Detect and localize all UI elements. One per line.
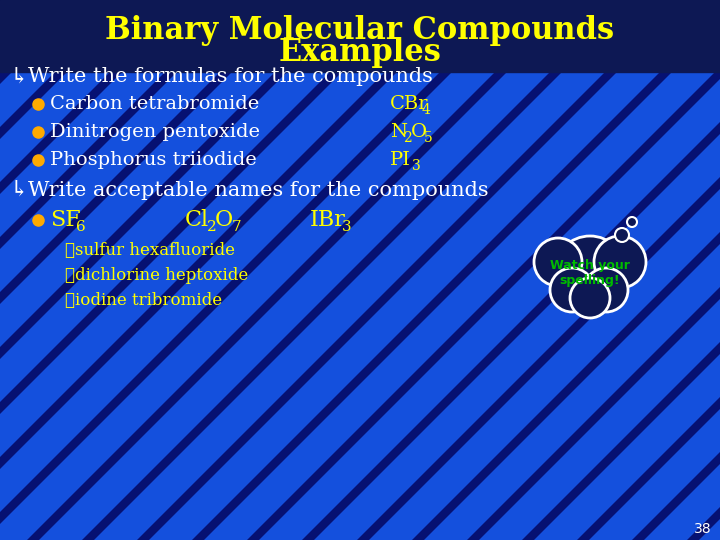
Text: O: O: [215, 209, 233, 231]
Polygon shape: [32, 0, 582, 540]
Polygon shape: [0, 0, 374, 540]
Polygon shape: [0, 0, 478, 540]
Polygon shape: [0, 72, 452, 540]
Polygon shape: [0, 72, 12, 540]
Polygon shape: [0, 0, 322, 540]
Circle shape: [570, 278, 610, 318]
Polygon shape: [656, 0, 720, 540]
Polygon shape: [357, 72, 720, 540]
Text: Phosphorus triiodide: Phosphorus triiodide: [50, 151, 257, 169]
Text: ❖iodine tribromide: ❖iodine tribromide: [65, 292, 222, 308]
Text: Dinitrogen pentoxide: Dinitrogen pentoxide: [50, 123, 260, 141]
Bar: [0, 0, 720, 72]
Polygon shape: [247, 72, 720, 540]
Polygon shape: [448, 0, 720, 540]
Text: Examples: Examples: [279, 37, 441, 68]
Polygon shape: [0, 72, 232, 540]
Polygon shape: [0, 72, 287, 540]
Polygon shape: [82, 72, 562, 540]
Text: CBr: CBr: [390, 95, 428, 113]
Text: 38: 38: [694, 522, 712, 536]
Text: 4: 4: [422, 103, 431, 117]
Polygon shape: [188, 0, 720, 540]
Circle shape: [550, 268, 594, 312]
Text: 3: 3: [342, 220, 351, 234]
Polygon shape: [0, 0, 62, 540]
Circle shape: [554, 236, 626, 308]
Polygon shape: [240, 0, 720, 540]
Text: 2: 2: [403, 131, 412, 145]
Text: ↳: ↳: [10, 179, 29, 201]
Polygon shape: [0, 72, 67, 540]
Text: Write the formulas for the compounds: Write the formulas for the compounds: [28, 68, 433, 86]
Polygon shape: [632, 72, 720, 540]
Polygon shape: [0, 0, 530, 540]
Text: Write acceptable names for the compounds: Write acceptable names for the compounds: [28, 180, 489, 199]
Polygon shape: [396, 0, 720, 540]
Text: SF: SF: [50, 209, 81, 231]
Text: PI: PI: [390, 151, 411, 169]
Polygon shape: [0, 0, 218, 540]
Text: 2: 2: [207, 220, 217, 234]
Circle shape: [534, 238, 582, 286]
Text: N: N: [390, 123, 407, 141]
Text: ❖dichlorine heptoxide: ❖dichlorine heptoxide: [65, 267, 248, 284]
Text: 3: 3: [412, 159, 420, 173]
Polygon shape: [0, 0, 114, 540]
Polygon shape: [136, 0, 686, 540]
Circle shape: [594, 236, 646, 288]
Circle shape: [615, 228, 629, 242]
Text: Watch your
spelling!: Watch your spelling!: [550, 259, 630, 287]
Text: Binary Molecular Compounds: Binary Molecular Compounds: [105, 15, 615, 45]
Text: ❖sulfur hexafluoride: ❖sulfur hexafluoride: [65, 241, 235, 259]
Polygon shape: [84, 0, 634, 540]
Circle shape: [584, 268, 628, 312]
Text: Carbon tetrabromide: Carbon tetrabromide: [50, 95, 259, 113]
Text: 5: 5: [424, 131, 433, 145]
Bar: [0, 62, 720, 540]
Polygon shape: [292, 0, 720, 540]
Polygon shape: [552, 0, 720, 540]
Polygon shape: [500, 0, 720, 540]
Polygon shape: [344, 0, 720, 540]
Text: 6: 6: [76, 220, 86, 234]
Polygon shape: [137, 72, 617, 540]
Polygon shape: [302, 72, 720, 540]
Circle shape: [627, 217, 637, 227]
Polygon shape: [0, 0, 166, 540]
Text: Cl: Cl: [185, 209, 209, 231]
Polygon shape: [0, 72, 397, 540]
Polygon shape: [687, 72, 720, 540]
Text: 7: 7: [232, 220, 242, 234]
Polygon shape: [577, 72, 720, 540]
Polygon shape: [192, 72, 672, 540]
Polygon shape: [604, 0, 720, 540]
Polygon shape: [522, 72, 720, 540]
Polygon shape: [0, 0, 270, 540]
Polygon shape: [27, 72, 507, 540]
Bar: [0, 72, 720, 540]
Polygon shape: [0, 0, 426, 540]
Text: O: O: [411, 123, 427, 141]
Polygon shape: [0, 0, 10, 540]
Polygon shape: [467, 72, 720, 540]
Polygon shape: [412, 72, 720, 540]
Polygon shape: [708, 0, 720, 540]
Polygon shape: [0, 72, 122, 540]
Polygon shape: [0, 72, 342, 540]
Text: IBr: IBr: [310, 209, 346, 231]
Polygon shape: [0, 72, 177, 540]
Text: ↳: ↳: [10, 66, 29, 88]
